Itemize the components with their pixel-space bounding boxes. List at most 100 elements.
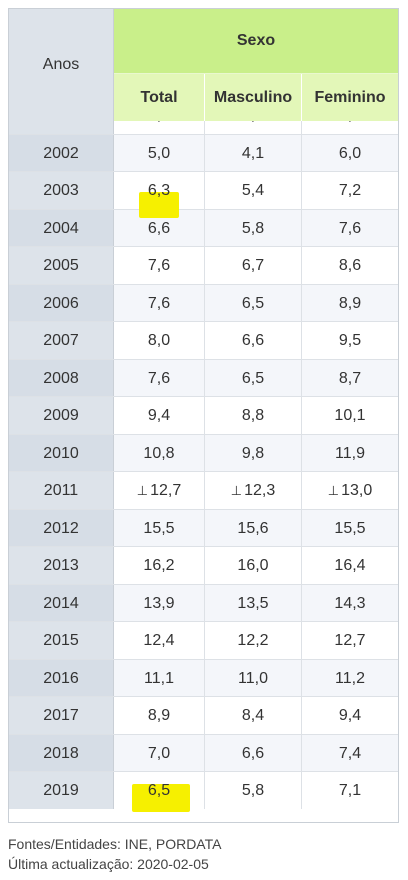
- highlight-mark-2019: [132, 784, 190, 812]
- header-feminino-label: Feminino: [314, 88, 386, 106]
- table-row: 2001 4,0 3,2 5,0: [9, 121, 398, 134]
- year-cell-value: 2001: [43, 121, 79, 124]
- year-cell-value: 2013: [43, 557, 79, 574]
- feminino-cell-value: 7,2: [338, 182, 362, 199]
- feminino-cell-value: 9,4: [338, 707, 362, 724]
- masculino-cell-value: 4,1: [241, 144, 265, 162]
- feminino-cell: 16,4: [302, 547, 398, 584]
- feminino-cell: 11,9: [302, 434, 398, 472]
- masculino-cell: 8,4: [205, 697, 302, 734]
- masculino-cell: 12,2: [205, 622, 302, 659]
- masculino-cell: ⊥ 12,3: [205, 472, 302, 509]
- total-cell: ⊥ 12,7: [114, 472, 205, 509]
- masculino-cell-value: 12,3: [244, 482, 276, 499]
- masculino-cell-value: 5,8: [241, 782, 265, 799]
- year-cell: 2011: [9, 472, 114, 509]
- table-row: 2013 16,2 16,0 16,4: [9, 546, 398, 584]
- year-cell: 2002: [9, 134, 114, 172]
- total-cell: 11,1: [114, 659, 205, 697]
- feminino-cell-value: 7,4: [338, 744, 362, 762]
- year-cell-value: 2015: [43, 632, 79, 649]
- masculino-cell: 6,5: [205, 359, 302, 397]
- year-cell: 2004: [9, 209, 114, 247]
- total-cell-value: 7,6: [147, 294, 171, 312]
- year-cell-value: 2006: [43, 294, 79, 312]
- total-cell-value: 7,6: [147, 257, 171, 274]
- year-cell-value: 2019: [43, 782, 79, 799]
- table-footer: Fontes/Entidades: INE, PORDATA Última ac…: [8, 834, 221, 874]
- masculino-cell-value: 3,2: [242, 121, 264, 124]
- table-row: 2015 12,4 12,2 12,7: [9, 621, 398, 659]
- header-anos-label: Anos: [42, 56, 80, 73]
- masculino-cell: 6,6: [205, 734, 302, 772]
- year-cell: 2007: [9, 322, 114, 359]
- total-cell: 7,6: [114, 247, 205, 284]
- year-cell: 2017: [9, 697, 114, 734]
- total-cell-value: 6,3: [147, 182, 171, 199]
- total-cell: 7,6: [114, 284, 205, 322]
- table-row: 2006 7,6 6,5 8,9: [9, 283, 398, 322]
- masculino-cell-value: 5,8: [241, 219, 265, 237]
- masculino-cell-value: 6,5: [241, 294, 265, 312]
- masculino-cell-value: 6,6: [241, 332, 265, 349]
- total-cell-value: 7,6: [147, 369, 171, 387]
- feminino-cell: 11,2: [302, 659, 398, 697]
- feminino-cell-value: 7,6: [338, 219, 362, 237]
- feminino-cell-value: 7,1: [338, 782, 362, 799]
- feminino-cell-value: 16,4: [334, 557, 366, 574]
- table-row: 2017 8,9 8,4 9,4: [9, 696, 398, 734]
- masculino-cell: 9,8: [205, 434, 302, 472]
- feminino-cell-value: 8,6: [338, 257, 362, 274]
- feminino-cell-value: 10,1: [334, 407, 366, 424]
- total-cell: 13,9: [114, 584, 205, 622]
- table-row: 2012 15,5 15,6 15,5: [9, 508, 398, 547]
- break-in-series-icon: ⊥: [230, 483, 243, 498]
- masculino-cell: 13,5: [205, 584, 302, 622]
- masculino-cell: 6,7: [205, 247, 302, 284]
- feminino-cell-value: 12,7: [334, 632, 366, 649]
- masculino-cell-value: 15,6: [237, 519, 269, 537]
- table-row: 2016 11,1 11,0 11,2: [9, 658, 398, 697]
- feminino-cell: 7,2: [302, 172, 398, 209]
- feminino-cell-value: 13,0: [341, 482, 373, 499]
- header-sexo-label: Sexo: [236, 32, 276, 49]
- header-anos: Anos: [9, 9, 114, 121]
- feminino-cell: 9,5: [302, 322, 398, 359]
- table-row: 2018 7,0 6,6 7,4: [9, 733, 398, 772]
- last-update-text: Última actualização: 2020-02-05: [8, 856, 209, 872]
- year-cell-value: 2008: [43, 369, 79, 387]
- masculino-cell-value: 8,8: [241, 407, 265, 424]
- year-cell: 2019: [9, 772, 114, 809]
- total-cell-value: 16,2: [143, 557, 175, 574]
- year-cell: 2012: [9, 509, 114, 547]
- masculino-cell: 5,8: [205, 209, 302, 247]
- masculino-cell: 5,8: [205, 772, 302, 809]
- feminino-cell-value: 5,0: [339, 121, 361, 124]
- feminino-cell-value: 14,3: [334, 594, 366, 612]
- total-cell: 6,3: [114, 172, 205, 209]
- feminino-cell: 8,9: [302, 284, 398, 322]
- masculino-cell: 6,5: [205, 284, 302, 322]
- masculino-cell-value: 8,4: [241, 707, 265, 724]
- table-body[interactable]: 20014,03,25,020025,04,16,020036,35,47,22…: [9, 121, 398, 822]
- feminino-cell: 14,3: [302, 584, 398, 622]
- masculino-cell-value: 16,0: [237, 557, 269, 574]
- feminino-cell: 9,4: [302, 697, 398, 734]
- feminino-cell: 8,7: [302, 359, 398, 397]
- break-in-series-icon: ⊥: [136, 483, 149, 498]
- masculino-cell: 8,8: [205, 397, 302, 434]
- feminino-cell: 5,0: [302, 121, 398, 134]
- year-cell: 2016: [9, 659, 114, 697]
- table-row: 2019 6,5 5,8 7,1: [9, 771, 398, 809]
- year-cell: 2009: [9, 397, 114, 434]
- total-cell: 6,5: [114, 772, 205, 809]
- masculino-cell-value: 6,6: [241, 744, 265, 762]
- total-cell-value: 8,9: [147, 707, 171, 724]
- total-cell: 9,4: [114, 397, 205, 434]
- year-cell-value: 2002: [43, 144, 79, 162]
- total-cell: 4,0: [114, 121, 205, 134]
- masculino-cell-value: 6,7: [241, 257, 265, 274]
- total-cell: 5,0: [114, 134, 205, 172]
- feminino-cell: 7,1: [302, 772, 398, 809]
- header-masculino: Masculino: [205, 74, 302, 121]
